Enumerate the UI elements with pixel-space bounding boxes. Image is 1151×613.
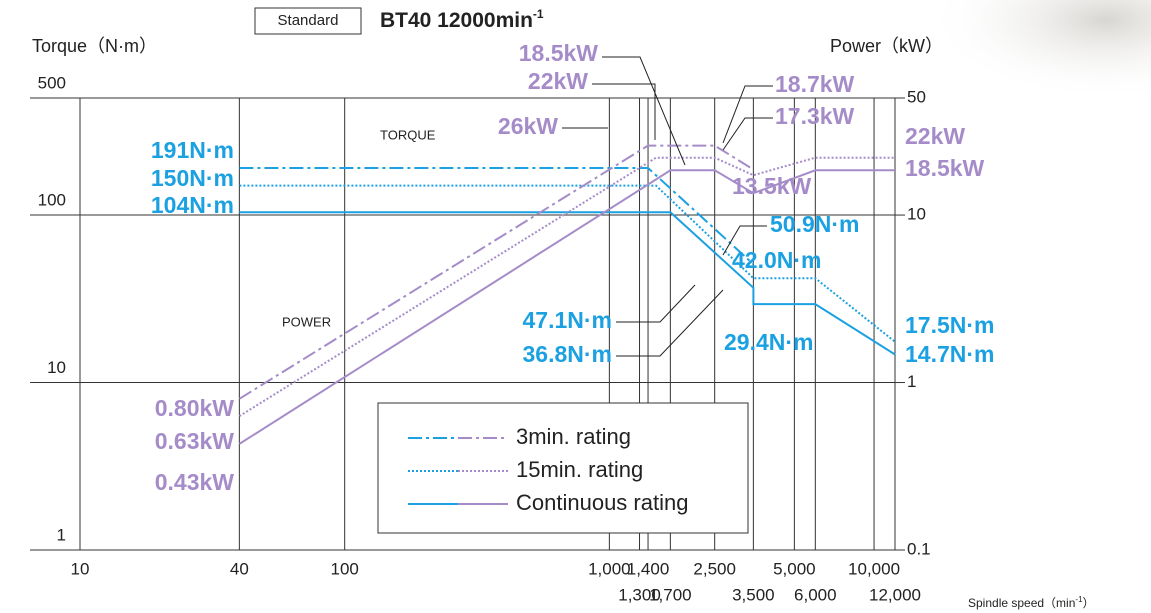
leader-line (616, 290, 723, 356)
annotation: 42.0N·m (732, 247, 821, 273)
x-tick-label: 100 (330, 559, 358, 578)
chart: Standard BT40 12000min-1 Torque（N·m） Pow… (0, 0, 1151, 613)
x-tick-label: 1,700 (649, 585, 692, 604)
title-main: BT40 12000min (380, 9, 533, 32)
x-label-main: Spindle speed（min (968, 596, 1075, 610)
x-tick-label: 5,000 (773, 559, 816, 578)
curve-label: TORQUE (380, 127, 436, 142)
annotation: 150N·m (151, 165, 234, 191)
annotation: 13.5kW (732, 173, 812, 199)
annotation: 26kW (498, 113, 558, 139)
y-tick-label: 100 (38, 191, 66, 210)
legend-label: Continuous rating (516, 490, 688, 515)
annotation: 0.43kW (155, 469, 235, 495)
annotation: 18.7kW (775, 71, 855, 97)
x-tick-label: 10 (71, 559, 90, 578)
x-tick-label: 1,000 (588, 559, 631, 578)
x-label-end: ） (1083, 596, 1095, 610)
annotation: 17.3kW (775, 103, 855, 129)
chart-title: BT40 12000min-1 (380, 7, 544, 31)
x-tick-label: 6,000 (794, 585, 837, 604)
y-tick-label: 10 (47, 358, 66, 377)
annotation: 104N·m (151, 192, 234, 218)
x-axis-label: Spindle speed（min-1） (968, 595, 1095, 610)
annotation: 14.7N·m (905, 341, 994, 367)
annotation: 17.5N·m (905, 312, 994, 338)
y2-tick-label: 10 (907, 205, 926, 224)
badge: Standard (278, 12, 339, 29)
y2-tick-label: 50 (907, 87, 926, 106)
y2-tick-label: 0.1 (907, 539, 931, 558)
annotation: 29.4N·m (724, 329, 813, 355)
x-tick-label: 1,400 (627, 559, 670, 578)
x-tick-label: 10,000 (848, 559, 900, 578)
y-tick-label: 500 (38, 73, 66, 92)
annotation: 47.1N·m (523, 307, 612, 333)
legend-label: 15min. rating (516, 457, 643, 482)
y-axis-label: Torque（N·m） (32, 36, 157, 56)
annotation: 22kW (528, 68, 588, 94)
x-tick-label: 12,000 (869, 585, 921, 604)
y2-tick-label: 1 (907, 372, 916, 391)
y-tick-label: 1 (57, 525, 66, 544)
title-sup: -1 (533, 7, 544, 21)
y2-axis-label: Power（kW） (830, 36, 943, 56)
x-tick-label: 2,500 (693, 559, 736, 578)
legend-label: 3min. rating (516, 424, 631, 449)
series-line (239, 146, 753, 399)
leader-line (592, 84, 655, 140)
leader-line (616, 285, 695, 322)
annotation: 18.5kW (905, 155, 985, 181)
annotation: 0.80kW (155, 395, 235, 421)
annotation: 50.9N·m (770, 211, 859, 237)
x-tick-label: 3,500 (732, 585, 775, 604)
annotation: 191N·m (151, 137, 234, 163)
annotation: 22kW (905, 123, 965, 149)
series-line (239, 168, 753, 264)
curve-label: POWER (282, 314, 331, 329)
annotation: 18.5kW (519, 40, 599, 66)
annotation: 36.8N·m (523, 341, 612, 367)
x-tick-label: 40 (230, 559, 249, 578)
annotation: 0.63kW (155, 428, 235, 454)
